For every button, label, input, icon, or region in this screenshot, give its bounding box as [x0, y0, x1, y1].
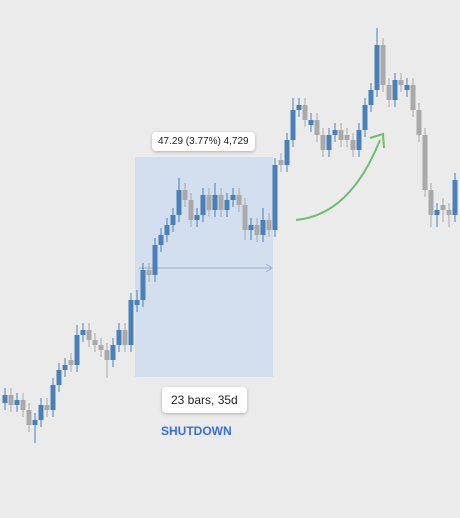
candle-body	[104, 350, 110, 360]
candle-body	[266, 220, 272, 230]
candle-body	[50, 385, 56, 410]
candle-body	[434, 210, 440, 215]
candle-body	[308, 120, 314, 125]
candle-body	[242, 205, 248, 230]
annotation: SHUTDOWN	[161, 424, 232, 438]
candle-body	[20, 400, 26, 410]
measure-area	[135, 157, 273, 377]
trend-arrow-head	[369, 132, 385, 149]
candle-body	[92, 340, 98, 345]
candle-body	[32, 420, 38, 425]
candle-body	[14, 400, 20, 405]
candle-body	[224, 200, 230, 210]
candle-body	[416, 110, 422, 135]
candle-body	[212, 195, 218, 210]
candle-body	[56, 370, 62, 385]
candle-body	[422, 135, 428, 190]
candle-body	[356, 130, 362, 150]
candle-body	[140, 270, 146, 300]
candle-body	[296, 105, 302, 110]
candle-body	[110, 345, 116, 360]
candle-body	[194, 215, 200, 220]
candle-body	[26, 410, 32, 425]
candle-body	[230, 195, 236, 200]
candle-body	[38, 405, 44, 420]
measure-label: 47.29 (3.77%) 4,729	[152, 132, 255, 151]
candle-body	[302, 105, 308, 120]
candle-body	[74, 335, 80, 365]
candle-body	[278, 160, 284, 165]
candle-body	[362, 105, 368, 130]
range-label: 23 bars, 35d	[162, 387, 247, 413]
candle-body	[134, 300, 140, 305]
candle-body	[176, 190, 182, 215]
candle-body	[152, 245, 158, 275]
candle-body	[248, 225, 254, 230]
candle-body	[452, 180, 458, 215]
candle-body	[374, 45, 380, 90]
trend-arrow	[295, 139, 381, 221]
candle-body	[98, 345, 104, 350]
candle-body	[350, 140, 356, 150]
candle-body	[326, 135, 332, 150]
candle-body	[404, 85, 410, 90]
candle-body	[44, 405, 50, 410]
candle-body	[122, 330, 128, 345]
candle-body	[68, 360, 74, 365]
candle-body	[116, 330, 122, 345]
candle-body	[398, 80, 404, 85]
candle-body	[284, 140, 290, 165]
candle-body	[344, 135, 350, 140]
candle-body	[236, 195, 242, 205]
candle-body	[386, 85, 392, 100]
candle-body	[80, 330, 86, 335]
candle-body	[170, 215, 176, 225]
candle-body	[2, 395, 8, 403]
candle-body	[314, 120, 320, 135]
candle-body	[62, 365, 68, 370]
candle-body	[164, 225, 170, 235]
candle-body	[368, 90, 374, 105]
candle-body	[128, 300, 134, 345]
candle-body	[290, 110, 296, 140]
candles	[2, 28, 458, 443]
candle-body	[272, 165, 278, 230]
measure-arrow	[265, 263, 273, 273]
candle-body	[146, 270, 152, 275]
candle-body	[410, 85, 416, 110]
candle-body	[254, 225, 260, 235]
candle-body	[188, 200, 194, 220]
candle-body	[392, 80, 398, 100]
candle-body	[8, 395, 14, 405]
candle-body	[182, 190, 188, 200]
candle-body	[440, 205, 446, 210]
candle-body	[86, 330, 92, 340]
candle-body	[380, 45, 386, 85]
candle-body	[338, 130, 344, 140]
candle-body	[332, 130, 338, 135]
candle-body	[260, 220, 266, 235]
candle-body	[158, 235, 164, 245]
candle-body	[200, 195, 206, 215]
candle-body	[218, 195, 224, 210]
candle-body	[446, 210, 452, 215]
candle-body	[320, 135, 326, 150]
candle-body	[428, 190, 434, 215]
candle-body	[206, 195, 212, 210]
